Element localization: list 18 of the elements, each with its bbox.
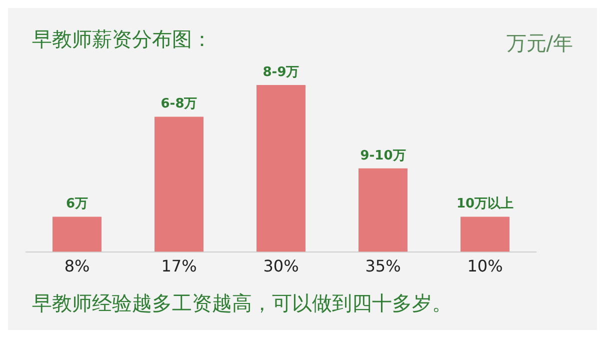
- x-tick-label: 10%: [467, 256, 503, 276]
- annotation: 6万: [66, 196, 88, 212]
- annotation: 10万以上: [456, 196, 514, 212]
- chart-title: 早教师薪资分布图：: [32, 26, 212, 53]
- x-tick-label: 17%: [161, 256, 197, 276]
- text: 早教师经验越多工资越高，可以做到四十多岁。: [32, 290, 452, 317]
- bar: [358, 168, 408, 252]
- annotation: 9-10万: [360, 148, 406, 164]
- x-tick-label: 30%: [263, 256, 299, 276]
- text: 万元/年: [506, 30, 573, 57]
- bar: [154, 116, 204, 252]
- annotation: 6-8万: [160, 96, 198, 112]
- x-tick-label: 8%: [64, 256, 90, 276]
- annotation: 8-9万: [262, 64, 300, 80]
- bar: [460, 216, 510, 252]
- bar: [256, 85, 306, 252]
- x-tick-label: 35%: [365, 256, 401, 276]
- bar: [52, 216, 102, 252]
